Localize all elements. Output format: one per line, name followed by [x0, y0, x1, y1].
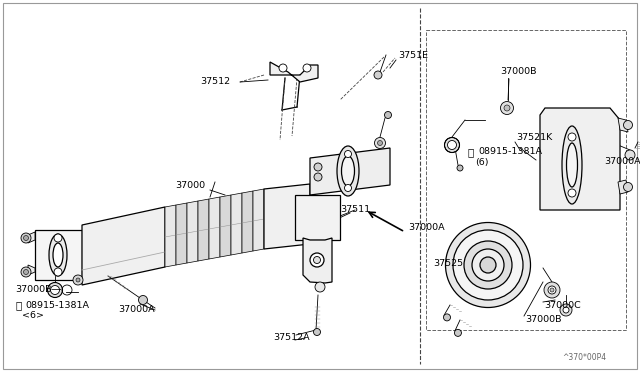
- Text: 37521K: 37521K: [516, 134, 552, 142]
- Text: 37000A: 37000A: [118, 305, 155, 314]
- Text: 37000B: 37000B: [525, 315, 561, 324]
- Ellipse shape: [480, 257, 496, 273]
- Circle shape: [550, 288, 554, 292]
- Circle shape: [51, 285, 60, 295]
- Text: 37000B―: 37000B―: [15, 285, 61, 295]
- Circle shape: [374, 138, 385, 148]
- Ellipse shape: [453, 230, 523, 300]
- Circle shape: [544, 282, 560, 298]
- Polygon shape: [540, 108, 620, 210]
- Circle shape: [54, 234, 62, 242]
- Polygon shape: [231, 193, 242, 255]
- Circle shape: [444, 314, 451, 321]
- Text: 37000: 37000: [175, 180, 205, 189]
- Text: 37511: 37511: [340, 205, 370, 215]
- Bar: [426, 30, 626, 330]
- Circle shape: [568, 189, 576, 197]
- Polygon shape: [82, 207, 165, 285]
- Circle shape: [314, 173, 322, 181]
- Polygon shape: [165, 205, 176, 267]
- Text: (6): (6): [475, 158, 488, 167]
- Circle shape: [47, 282, 63, 298]
- Ellipse shape: [342, 156, 355, 186]
- Circle shape: [548, 286, 556, 294]
- Text: 08915-1381A: 08915-1381A: [478, 148, 542, 157]
- Circle shape: [303, 64, 311, 72]
- Circle shape: [504, 105, 510, 111]
- Circle shape: [623, 121, 632, 129]
- Circle shape: [500, 102, 513, 115]
- Circle shape: [314, 163, 322, 171]
- Text: ^370*00P4: ^370*00P4: [562, 353, 606, 362]
- Ellipse shape: [566, 143, 577, 187]
- Ellipse shape: [53, 243, 63, 267]
- Circle shape: [24, 235, 29, 241]
- Polygon shape: [220, 195, 231, 257]
- Text: 37000A: 37000A: [408, 224, 445, 232]
- Polygon shape: [618, 180, 628, 194]
- Text: 37512: 37512: [200, 77, 230, 87]
- Circle shape: [563, 307, 569, 313]
- Polygon shape: [253, 189, 264, 251]
- Text: <6>: <6>: [22, 311, 44, 321]
- Polygon shape: [176, 203, 187, 265]
- Text: 37000B: 37000B: [500, 67, 536, 77]
- Circle shape: [344, 151, 351, 157]
- Polygon shape: [303, 238, 332, 283]
- Circle shape: [457, 165, 463, 171]
- Text: 37525: 37525: [433, 259, 463, 267]
- Circle shape: [315, 282, 325, 292]
- Circle shape: [447, 141, 456, 150]
- Polygon shape: [28, 232, 35, 243]
- Circle shape: [378, 141, 383, 145]
- Circle shape: [310, 253, 324, 267]
- Circle shape: [623, 183, 632, 192]
- Polygon shape: [270, 62, 318, 82]
- Ellipse shape: [472, 249, 504, 281]
- Circle shape: [385, 112, 392, 119]
- Polygon shape: [310, 148, 390, 195]
- Circle shape: [454, 329, 461, 336]
- Polygon shape: [242, 191, 253, 253]
- Ellipse shape: [49, 234, 67, 276]
- Circle shape: [374, 71, 382, 79]
- Polygon shape: [198, 199, 209, 261]
- Polygon shape: [35, 230, 82, 280]
- Circle shape: [445, 138, 460, 153]
- Circle shape: [568, 133, 576, 141]
- Text: 3751E: 3751E: [398, 51, 428, 61]
- Circle shape: [344, 185, 351, 192]
- Text: Ⓦ: Ⓦ: [15, 300, 21, 310]
- Ellipse shape: [445, 222, 531, 308]
- Circle shape: [314, 328, 321, 336]
- Circle shape: [21, 233, 31, 243]
- Ellipse shape: [464, 241, 512, 289]
- Circle shape: [560, 304, 572, 316]
- Polygon shape: [28, 265, 35, 275]
- Ellipse shape: [562, 126, 582, 204]
- Ellipse shape: [337, 146, 359, 196]
- Circle shape: [76, 278, 80, 282]
- Polygon shape: [187, 201, 198, 263]
- Polygon shape: [264, 184, 310, 249]
- Circle shape: [625, 150, 635, 160]
- Polygon shape: [295, 195, 340, 240]
- Polygon shape: [618, 118, 628, 132]
- Circle shape: [24, 269, 29, 275]
- Text: 37000A: 37000A: [604, 157, 640, 167]
- Circle shape: [314, 257, 321, 263]
- Circle shape: [138, 295, 147, 305]
- Polygon shape: [209, 197, 220, 259]
- Circle shape: [54, 268, 62, 276]
- Circle shape: [279, 64, 287, 72]
- Text: 37512A: 37512A: [273, 334, 310, 343]
- Text: 08915-1381A: 08915-1381A: [25, 301, 89, 310]
- Circle shape: [73, 275, 83, 285]
- Text: 37000C: 37000C: [544, 301, 580, 310]
- Text: Ⓦ: Ⓦ: [468, 147, 474, 157]
- Circle shape: [21, 267, 31, 277]
